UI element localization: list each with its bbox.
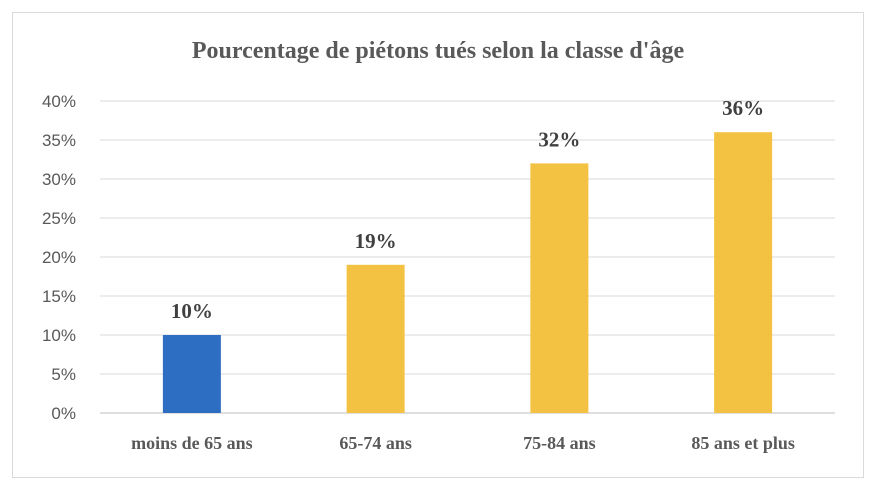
y-tick-label: 25% <box>42 209 76 228</box>
data-label: 36% <box>722 96 764 120</box>
y-tick-label: 5% <box>51 365 76 384</box>
y-tick-label: 10% <box>42 326 76 345</box>
y-axis-ticks: 0% 5% 10% 15% 20% 25% 30% 35% 40% <box>42 92 76 423</box>
data-label: 19% <box>355 229 397 253</box>
data-label: 32% <box>538 127 580 151</box>
x-category-label: 85 ans et plus <box>691 433 795 453</box>
y-tick-label: 40% <box>42 92 76 111</box>
bar <box>346 264 405 413</box>
y-tick-label: 35% <box>42 131 76 150</box>
bar <box>714 132 773 413</box>
gridlines <box>100 100 835 414</box>
y-tick-label: 20% <box>42 248 76 267</box>
x-category-label: moins de 65 ans <box>131 433 253 453</box>
x-category-label: 65-74 ans <box>339 433 412 453</box>
y-tick-label: 30% <box>42 170 76 189</box>
chart-title: Pourcentage de piétons tués selon la cla… <box>192 38 685 64</box>
x-category-label: 75-84 ans <box>523 433 596 453</box>
bar <box>530 163 589 413</box>
data-label: 10% <box>171 299 213 323</box>
y-tick-label: 15% <box>42 287 76 306</box>
x-axis-categories: moins de 65 ans 65-74 ans 75-84 ans 85 ans … <box>131 433 795 453</box>
y-tick-label: 0% <box>51 404 76 423</box>
bars <box>162 132 773 413</box>
bar <box>162 335 221 413</box>
data-labels: 10% 19% 32% 36% <box>171 96 764 323</box>
